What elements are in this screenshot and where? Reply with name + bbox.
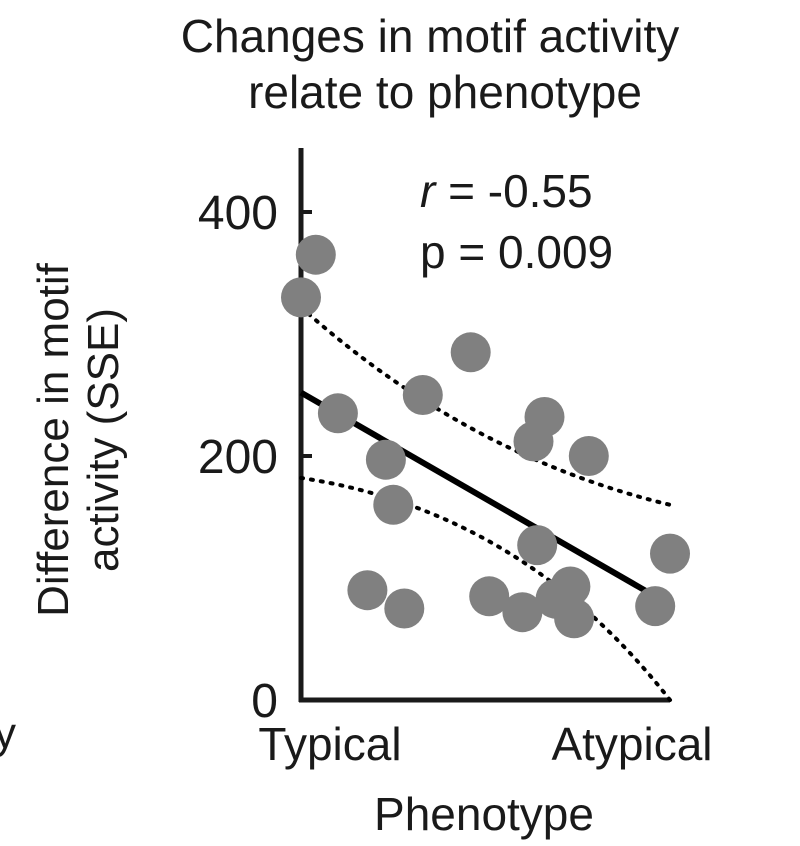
r-annotation: r = -0.55 — [420, 165, 593, 217]
data-point-1 — [295, 234, 336, 275]
data-point-19 — [635, 586, 676, 627]
chart-title: Changes in motif activity relate to phen… — [181, 10, 680, 118]
data-point-7 — [373, 484, 414, 525]
data-point-2 — [281, 277, 321, 318]
data-point-17 — [550, 566, 591, 607]
y-tick-label-400: 400 — [198, 187, 278, 240]
data-point-5 — [450, 332, 491, 373]
data-point-6 — [365, 439, 406, 480]
x-tick-label-atypical: Atypical — [551, 718, 712, 770]
data-point-14 — [469, 576, 510, 617]
data-point-15 — [502, 592, 543, 633]
stats-annotation: r = -0.55 p = 0.009 — [420, 165, 613, 278]
data-point-4 — [402, 375, 443, 415]
r-symbol: r — [420, 165, 437, 217]
y-tick-label-0: 0 — [251, 675, 278, 728]
chart-title-line-1: Changes in motif activity — [181, 10, 680, 62]
x-axis-label: Phenotype — [374, 788, 594, 840]
data-point-12 — [568, 436, 609, 476]
x-tick-label-typical: Typical — [258, 718, 401, 770]
y-axis-label-line-2: activity (SSE) — [79, 308, 128, 572]
ci-lower-line — [299, 475, 672, 702]
data-point-18 — [554, 598, 595, 639]
r-value: = -0.55 — [435, 165, 592, 217]
data-point-11 — [513, 421, 554, 462]
data-point-3 — [317, 393, 358, 434]
data-point-13 — [517, 525, 558, 566]
data-point-9 — [384, 588, 425, 629]
y-axis-label-line-1: Difference in motif — [29, 262, 78, 617]
plot-area: 0 200 400 Typical Atypical — [198, 148, 713, 770]
p-annotation: p = 0.009 — [420, 226, 613, 278]
chart-title-line-2: relate to phenotype — [248, 66, 642, 118]
edge-glyph: y — [0, 709, 16, 758]
data-point-8 — [347, 570, 388, 611]
ci-upper-line — [299, 305, 672, 507]
y-axis-label: Difference in motif activity (SSE) — [29, 262, 128, 617]
y-tick-label-200: 200 — [198, 431, 278, 484]
data-point-20 — [650, 533, 690, 574]
regression-line — [299, 389, 657, 599]
